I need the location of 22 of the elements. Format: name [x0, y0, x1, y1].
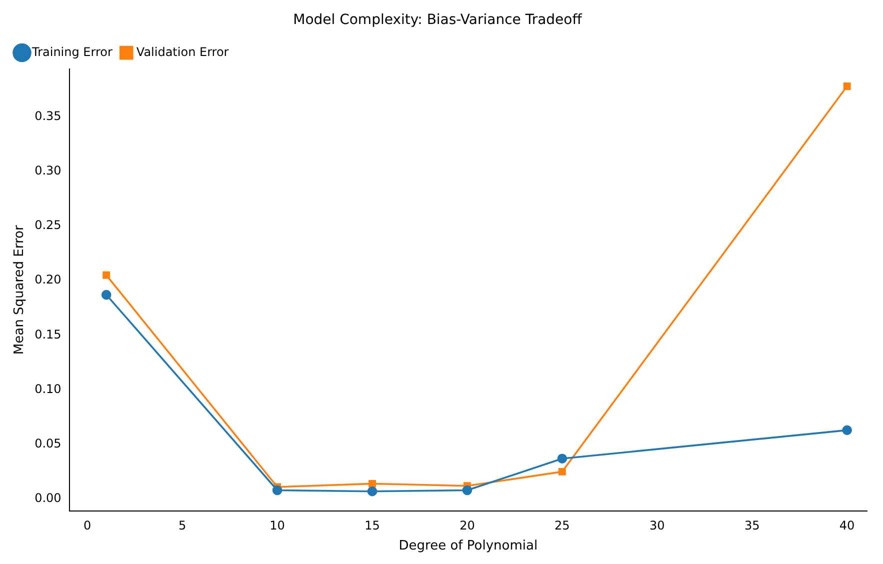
- y-tick-label: 0.05: [34, 436, 62, 451]
- y-axis-title: Mean Squared Error: [12, 224, 28, 355]
- legend-label: Training Error: [31, 44, 112, 59]
- y-tick-label: 0.20: [34, 272, 62, 287]
- y-tick-label: 0.00: [34, 491, 62, 506]
- chart-title: Model Complexity: Bias-Variance Tradeoff: [293, 12, 582, 28]
- x-tick-label: 15: [364, 518, 380, 532]
- y-tick-label: 0.10: [34, 382, 62, 396]
- y-tick-label: 0.25: [34, 218, 62, 232]
- y-tick-label: 0.15: [34, 327, 62, 342]
- y-tick-label: 0.35: [34, 108, 62, 123]
- x-tick-label: 30: [649, 518, 665, 532]
- x-tick-label: 35: [744, 518, 760, 532]
- x-tick-label: 10: [270, 518, 285, 532]
- x-tick-label: 5: [178, 518, 186, 532]
- x-axis-title: Degree of Polynomial: [398, 538, 538, 554]
- x-tick-label: 40: [839, 518, 855, 532]
- legend-label: Validation Error: [136, 44, 229, 59]
- x-tick-label: 0: [84, 518, 92, 532]
- x-tick-label: 20: [460, 518, 475, 532]
- y-tick-label: 0.30: [34, 164, 62, 178]
- x-tick-label: 25: [554, 518, 570, 532]
